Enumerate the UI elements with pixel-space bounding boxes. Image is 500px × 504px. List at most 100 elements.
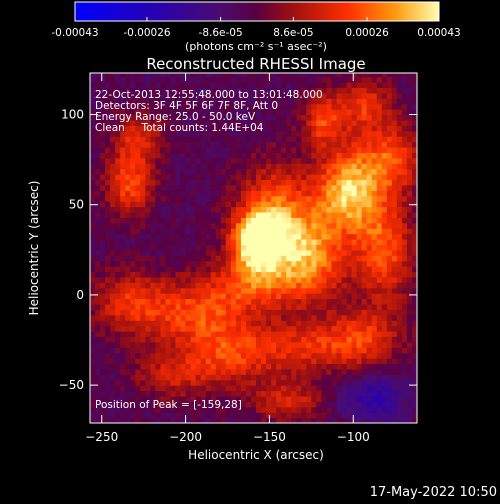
heatmap-cell xyxy=(386,103,393,110)
heatmap-cell xyxy=(346,109,353,116)
heatmap-cell xyxy=(170,271,177,278)
heatmap-cell xyxy=(135,336,141,343)
heatmap-cell xyxy=(180,352,187,359)
heatmap-cell xyxy=(371,282,378,289)
heatmap-cell xyxy=(401,190,408,197)
heatmap-cell xyxy=(291,287,297,294)
heatmap-cell xyxy=(361,103,368,110)
heatmap-cell xyxy=(361,412,368,419)
heatmap-cell xyxy=(326,195,333,202)
heatmap-cell xyxy=(90,363,96,370)
heatmap-cell xyxy=(316,412,323,419)
heatmap-cell xyxy=(110,146,116,153)
heatmap-cell xyxy=(195,98,202,105)
heatmap-cell xyxy=(361,347,368,354)
heatmap-cell xyxy=(165,282,172,289)
heatmap-cell xyxy=(130,385,136,392)
heatmap-cell xyxy=(120,73,126,78)
heatmap-cell xyxy=(351,352,358,359)
heatmap-cell xyxy=(205,206,212,213)
heatmap-cell xyxy=(371,222,378,229)
heatmap-cell xyxy=(356,222,363,229)
heatmap-cell xyxy=(115,125,121,132)
heatmap-cell xyxy=(346,82,353,89)
heatmap-cell xyxy=(336,412,343,419)
heatmap-cell xyxy=(140,287,146,294)
heatmap-cell xyxy=(185,103,192,110)
heatmap-cell xyxy=(145,98,151,105)
heatmap-cell xyxy=(311,374,317,381)
x-tick-label: −100 xyxy=(337,430,370,444)
heatmap-cell xyxy=(271,136,277,143)
heatmap-cell xyxy=(396,206,403,213)
heatmap-cell xyxy=(115,179,121,186)
annotation-line: Clean Total counts: 1.44E+04 xyxy=(95,122,264,134)
heatmap-cell xyxy=(386,217,393,224)
heatmap-cell xyxy=(140,352,146,359)
heatmap-cell xyxy=(220,228,227,235)
heatmap-cell xyxy=(276,136,282,143)
heatmap-cell xyxy=(245,195,252,202)
heatmap-cell xyxy=(356,347,363,354)
heatmap-cell xyxy=(185,98,192,105)
heatmap-cell xyxy=(170,87,177,94)
heatmap-cell xyxy=(105,73,111,78)
heatmap-cell xyxy=(120,174,126,181)
heatmap-cell xyxy=(386,195,393,202)
heatmap-cell xyxy=(381,195,388,202)
heatmap-cell xyxy=(160,417,167,423)
heatmap-cell xyxy=(366,374,373,381)
heatmap-cell xyxy=(281,287,287,294)
heatmap-cell xyxy=(361,201,368,208)
heatmap-cell xyxy=(135,190,141,197)
heatmap-cell xyxy=(356,103,363,110)
heatmap-cell xyxy=(386,130,393,137)
heatmap-cell xyxy=(160,179,167,186)
heatmap-cell xyxy=(130,358,136,365)
heatmap-cell xyxy=(411,249,417,256)
heatmap-cell xyxy=(376,82,383,89)
heatmap-cell xyxy=(150,363,156,370)
heatmap-cell xyxy=(190,222,197,229)
heatmap-cell xyxy=(235,157,242,164)
heatmap-cell xyxy=(336,136,343,143)
heatmap-cell xyxy=(276,276,282,283)
heatmap-cell xyxy=(291,352,297,359)
heatmap-cell xyxy=(331,184,338,191)
heatmap-cell xyxy=(245,233,252,240)
heatmap-cell xyxy=(326,249,333,256)
heatmap-cell xyxy=(195,184,202,191)
heatmap-cell xyxy=(261,119,267,126)
heatmap-cell xyxy=(150,255,156,262)
heatmap-cell xyxy=(195,201,202,208)
heatmap-cell xyxy=(256,260,262,267)
heatmap-cell xyxy=(346,222,353,229)
heatmap-cell xyxy=(311,260,317,267)
heatmap-cell xyxy=(205,109,212,116)
heatmap-cell xyxy=(185,320,192,327)
heatmap-cell xyxy=(135,255,141,262)
heatmap-cell xyxy=(235,222,242,229)
heatmap-cell xyxy=(351,255,358,262)
heatmap-cell xyxy=(256,233,262,240)
heatmap-cell xyxy=(150,73,156,78)
heatmap-cell xyxy=(371,249,378,256)
heatmap-cell xyxy=(245,141,252,148)
heatmap-cell xyxy=(331,114,338,121)
heatmap-cell xyxy=(311,330,317,337)
heatmap-cell xyxy=(250,325,257,332)
heatmap-cell xyxy=(406,358,413,365)
heatmap-cell xyxy=(366,125,373,132)
heatmap-cell xyxy=(366,358,373,365)
heatmap-cell xyxy=(175,174,182,181)
heatmap-cell xyxy=(195,368,202,375)
heatmap-cell xyxy=(326,184,333,191)
heatmap-cell xyxy=(396,379,403,386)
heatmap-cell xyxy=(220,114,227,121)
heatmap-cell xyxy=(190,363,197,370)
heatmap-cell xyxy=(366,179,373,186)
heatmap-cell xyxy=(306,287,312,294)
heatmap-cell xyxy=(110,195,116,202)
heatmap-cell xyxy=(326,298,333,305)
heatmap-cell xyxy=(281,190,287,197)
